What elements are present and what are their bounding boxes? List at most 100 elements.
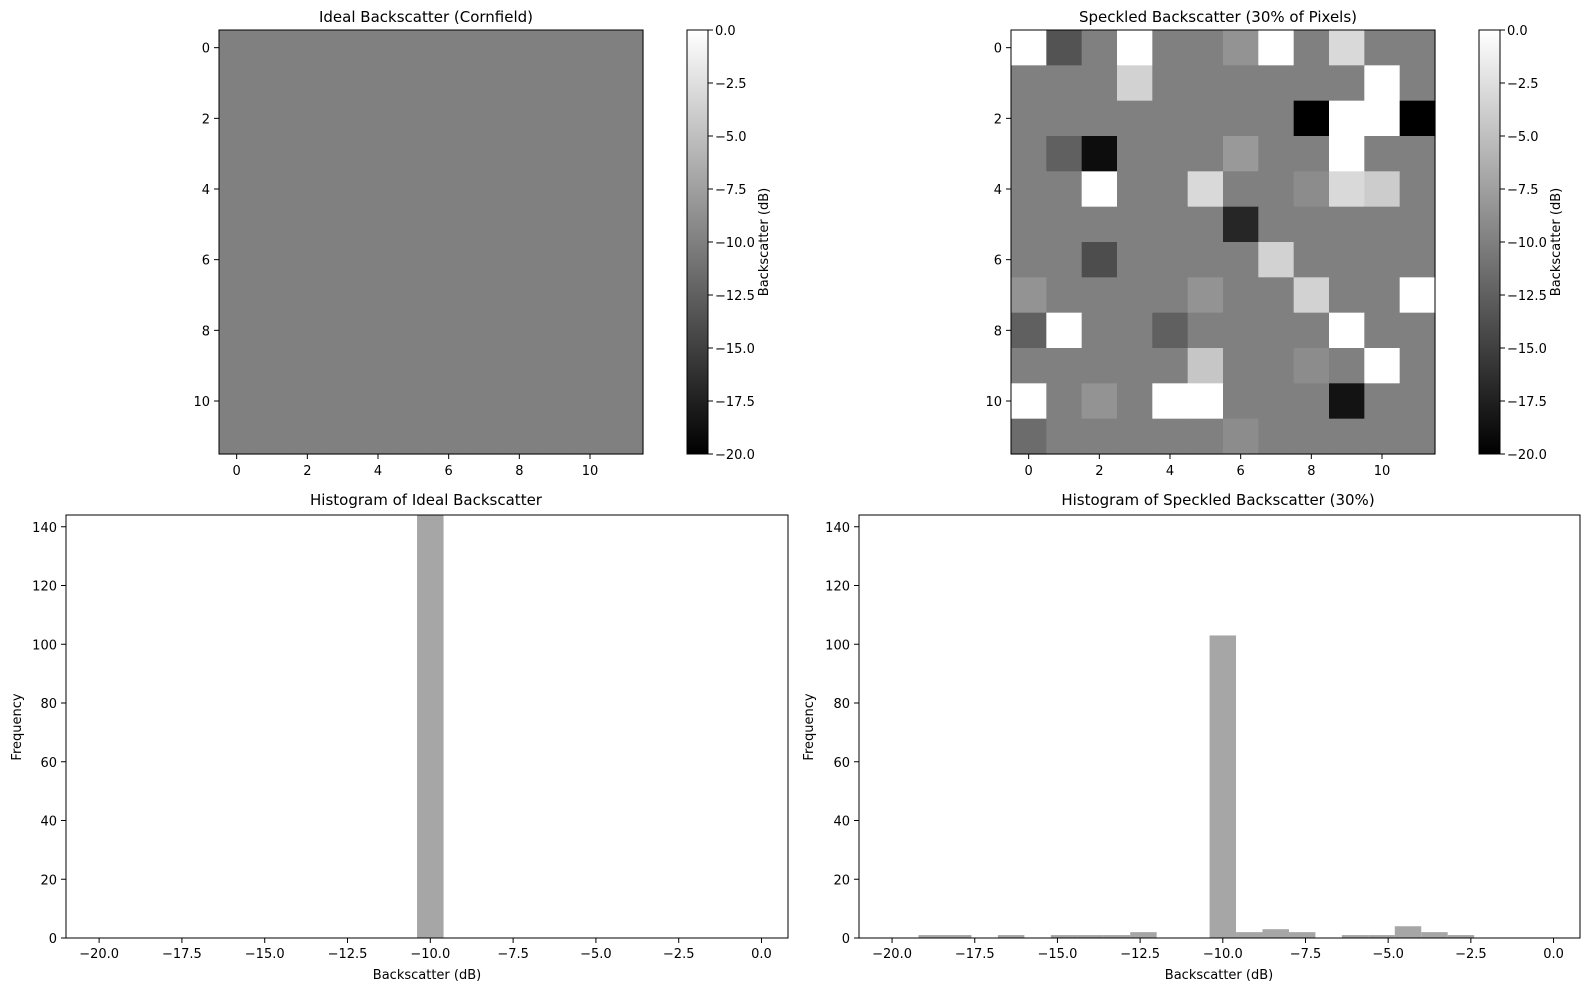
speckled-cell bbox=[1187, 418, 1224, 455]
speckled-histogram-x-tick-label: −2.5 bbox=[1455, 947, 1487, 962]
speckled-cell bbox=[1258, 348, 1295, 384]
speckled-cell bbox=[1152, 100, 1189, 137]
ideal-cell bbox=[537, 312, 573, 349]
ideal-cell bbox=[537, 171, 573, 208]
ideal-cell bbox=[501, 171, 538, 208]
ideal-cell bbox=[607, 65, 644, 102]
ideal-cell bbox=[325, 206, 361, 243]
ideal-cell bbox=[360, 65, 397, 102]
ideal-cell bbox=[360, 348, 397, 384]
speckled-cell bbox=[1187, 136, 1224, 172]
ideal-cell bbox=[572, 277, 609, 314]
ideal-cell bbox=[289, 136, 326, 172]
ideal-cell bbox=[219, 65, 255, 102]
speckled-cell bbox=[1329, 277, 1365, 314]
ideal-cell bbox=[572, 312, 609, 349]
ideal-histogram-y-tick-label: 140 bbox=[32, 521, 57, 536]
ideal-x-tick-label: 0 bbox=[233, 464, 241, 479]
speckled-colorbar-tick-label: −10.0 bbox=[1507, 236, 1547, 251]
speckled-histogram-bar bbox=[944, 935, 972, 938]
ideal-cell bbox=[501, 242, 538, 278]
speckled-cell bbox=[1293, 171, 1330, 208]
speckled-histogram-bars bbox=[918, 635, 1475, 939]
speckled-cell bbox=[1293, 206, 1330, 243]
ideal-cell bbox=[325, 277, 361, 314]
speckled-x-tick-label: 10 bbox=[1374, 464, 1391, 479]
speckled-cell bbox=[1081, 418, 1118, 455]
ideal-image-panel: Ideal Backscatter (Cornfield) 0 2 4 6 8 10 0 2 4… bbox=[193, 8, 772, 479]
ideal-cell bbox=[607, 312, 644, 349]
speckled-cell bbox=[1187, 242, 1224, 278]
speckled-cell bbox=[1117, 383, 1153, 420]
speckled-cell bbox=[1258, 418, 1295, 455]
ideal-cell bbox=[501, 206, 538, 243]
speckled-cell bbox=[1187, 206, 1224, 243]
speckled-x-tick-label: 8 bbox=[1307, 464, 1315, 479]
ideal-cell bbox=[466, 242, 503, 278]
speckled-histogram-frame bbox=[858, 514, 1581, 939]
ideal-histogram-bars bbox=[417, 515, 444, 938]
speckled-cell bbox=[1046, 171, 1083, 208]
ideal-colorbar-tick-label: −17.5 bbox=[715, 395, 755, 410]
speckled-histogram-bar bbox=[1288, 932, 1316, 939]
speckled-cell bbox=[1329, 348, 1365, 384]
ideal-cell bbox=[537, 100, 573, 137]
ideal-histogram-x-tick-label: −5.0 bbox=[580, 947, 612, 962]
speckled-cell bbox=[1011, 100, 1047, 137]
ideal-image-colorbar: Backscatter (dB) 0.0 −2.5 −5.0 −7.5 −10.0 −12… bbox=[686, 24, 772, 463]
ideal-histogram-x-tick-label: −20.0 bbox=[79, 947, 119, 962]
speckled-cell bbox=[1329, 206, 1365, 243]
ideal-cell bbox=[466, 312, 503, 349]
speckled-cell bbox=[1329, 171, 1365, 208]
speckled-cell bbox=[1152, 277, 1189, 314]
speckled-cell bbox=[1223, 171, 1259, 208]
ideal-cell bbox=[607, 206, 644, 243]
speckled-cell bbox=[1187, 171, 1224, 208]
ideal-cell bbox=[501, 383, 538, 420]
ideal-cell bbox=[607, 136, 644, 172]
ideal-cell bbox=[289, 242, 326, 278]
speckled-cell bbox=[1329, 418, 1365, 455]
ideal-cell bbox=[219, 30, 255, 66]
speckled-histogram-y-tick-label: 0 bbox=[842, 932, 850, 947]
ideal-cell bbox=[537, 65, 573, 102]
ideal-cell bbox=[219, 242, 255, 278]
ideal-cell bbox=[537, 206, 573, 243]
ideal-cell bbox=[431, 171, 467, 208]
ideal-cell bbox=[431, 30, 467, 66]
ideal-cell bbox=[360, 136, 397, 172]
speckled-cell bbox=[1223, 65, 1259, 102]
ideal-cell bbox=[219, 383, 255, 420]
ideal-histogram-ticks: −20.0 −17.5 −15.0 −12.5 −10.0 −7.5 −5.0 −2.5 0.0… bbox=[32, 521, 772, 962]
speckled-cell bbox=[1011, 65, 1047, 102]
speckled-cell bbox=[1046, 277, 1083, 314]
speckled-cell bbox=[1223, 277, 1259, 314]
ideal-cell bbox=[537, 277, 573, 314]
speckled-colorbar-tick-label: −2.5 bbox=[1507, 77, 1539, 92]
speckled-cell bbox=[1081, 30, 1118, 66]
speckled-cell bbox=[1152, 312, 1189, 349]
speckled-y-tick-label: 8 bbox=[994, 324, 1002, 339]
speckled-cell bbox=[1293, 136, 1330, 172]
ideal-cell bbox=[325, 30, 361, 66]
ideal-cell bbox=[325, 100, 361, 137]
ideal-cell bbox=[395, 348, 432, 384]
ideal-histogram-xlabel: Backscatter (dB) bbox=[373, 968, 481, 983]
speckled-histogram-bar bbox=[918, 935, 945, 938]
ideal-cell bbox=[219, 136, 255, 172]
speckled-cell bbox=[1329, 30, 1365, 66]
speckled-y-tick-label: 4 bbox=[994, 183, 1002, 198]
speckled-cell bbox=[1011, 206, 1047, 243]
ideal-colorbar-tick-label: 0.0 bbox=[715, 24, 736, 39]
speckled-cell bbox=[1046, 100, 1083, 137]
ideal-cell bbox=[431, 206, 467, 243]
ideal-histogram-x-tick-label: −17.5 bbox=[162, 947, 202, 962]
speckled-cell bbox=[1117, 206, 1153, 243]
ideal-cell bbox=[360, 383, 397, 420]
speckled-cell bbox=[1364, 348, 1401, 384]
speckled-cell bbox=[1117, 65, 1153, 102]
speckled-y-tick-label: 2 bbox=[994, 112, 1002, 127]
speckled-cell bbox=[1117, 348, 1153, 384]
speckled-x-tick-label: 2 bbox=[1095, 464, 1103, 479]
ideal-cell bbox=[431, 312, 467, 349]
